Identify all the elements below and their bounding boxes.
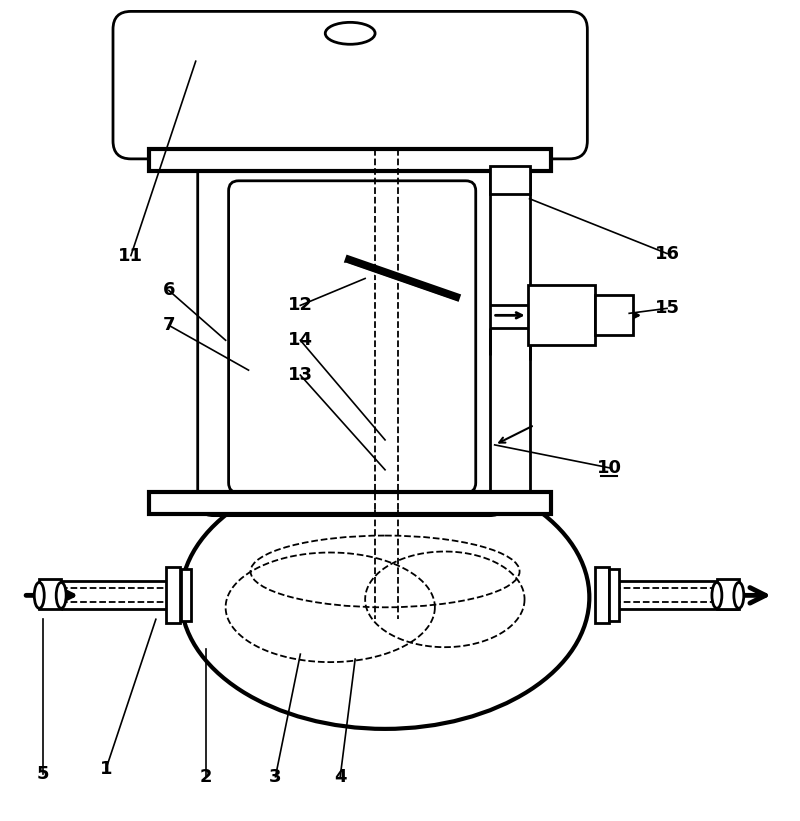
Text: 4: 4 (334, 768, 346, 786)
Bar (610, 570, 619, 621)
Text: 16: 16 (654, 245, 679, 263)
FancyBboxPatch shape (198, 155, 506, 516)
Text: 12: 12 (288, 296, 313, 314)
Bar (527, 286, 595, 345)
Bar (595, 567, 610, 623)
Text: 1: 1 (100, 759, 112, 777)
Text: 14: 14 (288, 331, 313, 349)
Ellipse shape (56, 582, 66, 608)
Bar (490, 171, 530, 500)
Bar (181, 570, 190, 621)
Bar (149, 149, 551, 171)
Text: 7: 7 (162, 316, 175, 334)
Ellipse shape (181, 466, 590, 729)
Bar (39, 580, 61, 609)
Bar (490, 166, 530, 194)
Text: 6: 6 (162, 282, 175, 300)
Ellipse shape (326, 22, 375, 44)
Bar (149, 492, 551, 514)
FancyBboxPatch shape (229, 181, 476, 493)
Text: 5: 5 (37, 764, 50, 782)
Bar (166, 567, 180, 623)
Text: 10: 10 (597, 459, 622, 477)
Text: 11: 11 (118, 246, 143, 264)
Text: 15: 15 (654, 300, 679, 318)
FancyBboxPatch shape (113, 11, 587, 159)
Bar (595, 296, 633, 335)
Ellipse shape (712, 582, 722, 608)
Ellipse shape (734, 582, 744, 608)
Bar (717, 580, 739, 609)
Ellipse shape (34, 582, 44, 608)
Text: 2: 2 (199, 768, 212, 786)
Text: 3: 3 (269, 768, 282, 786)
Text: 13: 13 (288, 366, 313, 384)
